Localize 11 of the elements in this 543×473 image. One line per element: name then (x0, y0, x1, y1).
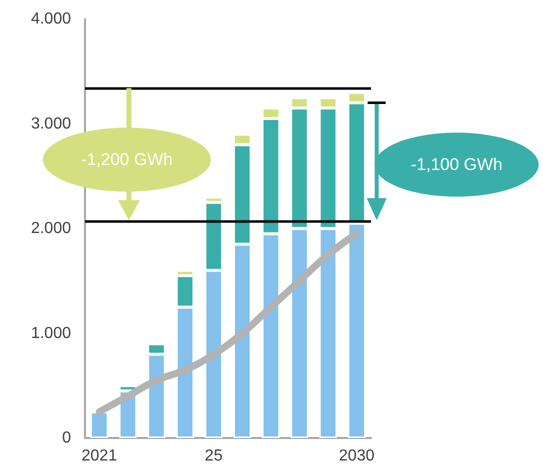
bar (90, 412, 108, 438)
y-tick-label: 0 (62, 430, 72, 446)
text: -1,100 GWh (410, 155, 503, 174)
x-tick-label: 25 (204, 448, 223, 464)
y-tick-label: 2.000 (30, 220, 72, 237)
x-tick-label: 2030 (338, 448, 375, 464)
y-tick-label: 3.000 (30, 115, 72, 132)
y-tick-label: 1.000 (30, 324, 72, 342)
annotation: -1,200 GWh (81, 150, 173, 170)
x-tick-label: 2021 (82, 448, 118, 464)
y-tick-label: 4.000 (30, 10, 72, 28)
